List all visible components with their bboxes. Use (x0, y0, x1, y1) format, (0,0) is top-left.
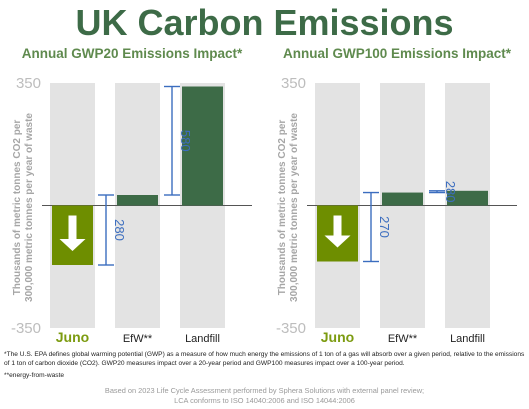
down-arrow-icon (324, 215, 351, 248)
bar-landfill (447, 190, 488, 206)
source-line-2: LCA conforms to ISO 14040:2006 and ISO 1… (174, 396, 355, 405)
bar-efw (117, 195, 158, 206)
chart-title: Annual GWP100 Emissions Impact* (282, 46, 512, 61)
range-label: 580 (178, 130, 193, 152)
range-label: 280 (112, 219, 127, 241)
y-tick-label: -350 (11, 320, 41, 337)
x-tick-label: Landfill (185, 333, 220, 345)
y-axis-label: Thousands of metric tonnes CO2 per300,00… (277, 113, 300, 302)
chart-gwp100: 270 280 350 -350 Thousands of metric tonnes … (276, 75, 517, 345)
range-label: 280 (443, 181, 458, 203)
chart-panel-gwp20: Annual GWP20 Emissions Impact* 280 580 350… (0, 46, 264, 346)
x-tick-label: EfW** (123, 333, 153, 345)
range-bracket (363, 191, 379, 263)
y-tick-label: -350 (276, 320, 306, 337)
x-tick-label: Juno (56, 329, 89, 345)
range-label: 270 (377, 216, 392, 238)
y-axis-label: Thousands of metric tonnes CO2 per300,00… (12, 113, 35, 302)
chart-panel-gwp100: Annual GWP100 Emissions Impact* 270 280 35… (265, 46, 529, 346)
source-line-1: Based on 2023 Life Cycle Assessment perf… (104, 386, 425, 395)
footnote-gwp: *The U.S. EPA defines global warming pot… (4, 351, 525, 367)
y-tick-label: 350 (16, 75, 41, 92)
x-tick-label: Landfill (450, 333, 485, 345)
x-tick-label: Juno (321, 329, 354, 345)
range-bracket (164, 85, 180, 196)
bar-landfill (182, 86, 223, 206)
chart-title: Annual GWP20 Emissions Impact* (21, 46, 243, 61)
footnote-efw: **energy-from-waste (4, 372, 65, 379)
down-arrow-icon (59, 215, 86, 251)
range-bracket (429, 190, 445, 194)
range-bracket (98, 194, 114, 266)
chart-gwp20: 280 580 350 -350 Thousands of metric tonnes … (11, 75, 252, 345)
y-tick-label: 350 (281, 75, 306, 92)
bar-efw (382, 192, 423, 206)
x-tick-label: EfW** (388, 333, 418, 345)
source-note: Based on 2023 Life Cycle Assessment perf… (0, 386, 529, 406)
page-title: UK Carbon Emissions (75, 2, 454, 43)
